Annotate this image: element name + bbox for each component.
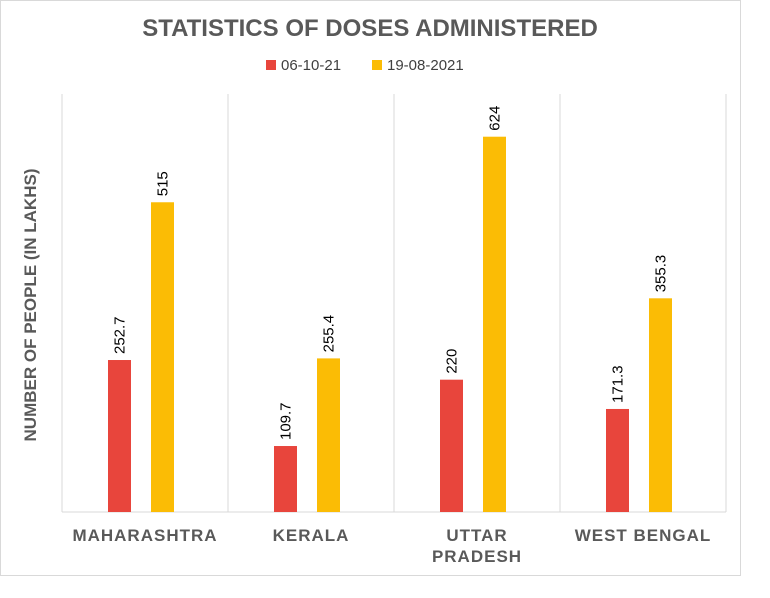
bar [440,379,463,512]
legend: 06-10-21 19-08-2021 [266,57,464,74]
category-dividers [61,94,727,512]
category-label: PRADESH [432,547,522,566]
value-labels: 252.7 515 109.7 255.4 220 624 171.3 355.3 [112,106,670,440]
category-labels: MAHARASHTRA KERALA UTTAR PRADESH WEST BENGAL [72,526,712,566]
value-label: 255.4 [321,315,338,353]
value-label: 515 [155,171,172,196]
value-label: 355.3 [653,255,670,293]
bar [606,408,629,512]
chart-title: STATISTICS OF DOSES ADMINISTERED [142,15,598,42]
bar [649,298,672,512]
legend-swatch [372,60,382,70]
category-label: KERALA [273,526,350,545]
legend-label: 19-08-2021 [387,57,464,74]
value-label: 109.7 [278,402,295,440]
legend-swatch [266,60,276,70]
y-axis-label: NUMBER OF PEOPLE (IN LAKHS) [21,169,40,442]
bar [483,136,506,513]
bars [108,136,672,513]
category-label: MAHARASHTRA [72,526,217,545]
value-label: 624 [487,106,504,131]
legend-label: 06-10-21 [281,57,341,74]
category-label: UTTAR [446,526,507,545]
value-label: 252.7 [112,316,129,354]
bar [274,446,297,512]
bar [317,358,340,512]
bar [151,202,174,513]
category-label: WEST BENGAL [575,526,712,545]
value-label: 171.3 [610,365,627,403]
bar [108,360,131,512]
value-label: 220 [444,349,461,374]
